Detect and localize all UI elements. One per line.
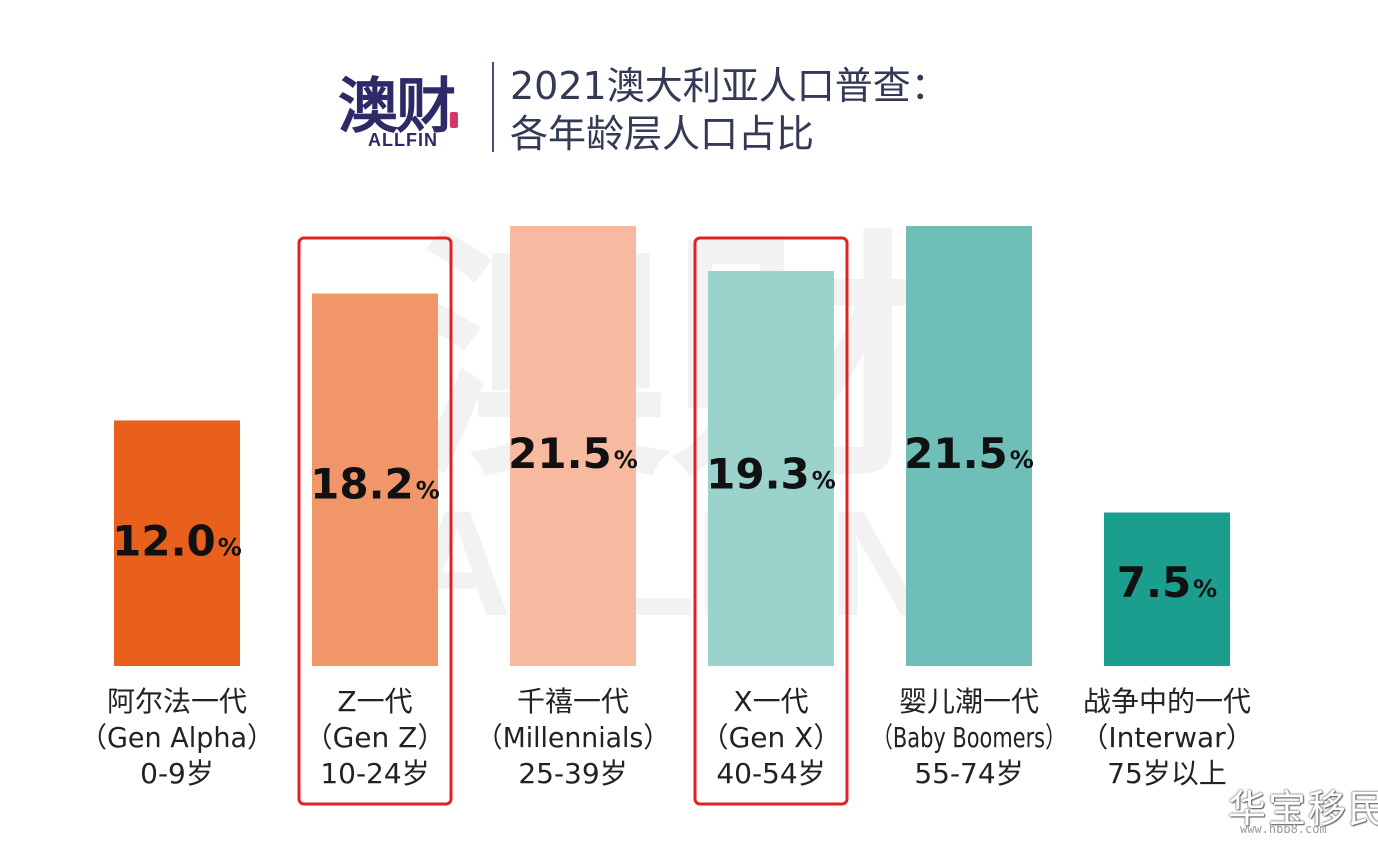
category-name-1: Z一代 bbox=[337, 685, 412, 718]
logo-cn-text: 澳财 bbox=[338, 72, 456, 142]
bar-1 bbox=[312, 293, 438, 666]
category-name-3: X一代 bbox=[733, 685, 808, 718]
category-name-4: 婴儿潮一代 bbox=[899, 685, 1039, 718]
category-age-3: 40-54岁 bbox=[716, 757, 825, 790]
category-subtitle-2: （Millennials） bbox=[476, 721, 670, 754]
highlight-box-3 bbox=[693, 236, 849, 806]
header-divider bbox=[492, 62, 494, 152]
bar-4 bbox=[906, 226, 1032, 666]
bar-3 bbox=[708, 271, 834, 666]
category-subtitle-4: （Baby Boomers） bbox=[872, 721, 1066, 754]
category-name-0: 阿尔法一代 bbox=[107, 685, 247, 718]
bar-value-label-5: 7.5% bbox=[1117, 558, 1217, 607]
category-age-0: 0-9岁 bbox=[140, 757, 214, 790]
category-subtitle-1: （Gen Z） bbox=[305, 721, 446, 754]
bar-2 bbox=[510, 226, 636, 666]
logo-en-text: ALLFIN bbox=[368, 130, 438, 150]
chart-title-line1: 2021澳大利亚人口普查： bbox=[510, 64, 949, 108]
watermark: 澳财 ALLFIN bbox=[403, 210, 936, 647]
bar-value-label-3: 19.3% bbox=[706, 449, 836, 498]
corner-watermark: 华宝移民 bbox=[1228, 787, 1378, 831]
category-age-4: 55-74岁 bbox=[914, 757, 1023, 790]
watermark-center-cn: 澳财 bbox=[410, 210, 930, 512]
chart-title: 2021澳大利亚人口普查： 各年龄层人口占比 bbox=[510, 62, 949, 158]
bar-value-label-4: 21.5% bbox=[904, 429, 1034, 478]
chart-header: 澳财 ALLFIN 2021澳大利亚人口普查： 各年龄层人口占比 bbox=[328, 56, 1028, 166]
category-age-2: 25-39岁 bbox=[518, 757, 627, 790]
category-subtitle-3: （Gen X） bbox=[701, 721, 842, 754]
category-subtitle-0: （Gen Alpha） bbox=[80, 721, 274, 754]
category-subtitle-5: （Interwar） bbox=[1080, 721, 1253, 754]
bar-value-label-0: 12.0% bbox=[112, 516, 242, 565]
chart-title-line2: 各年龄层人口占比 bbox=[510, 112, 815, 156]
bar-5 bbox=[1104, 512, 1230, 666]
logo-accent-mark bbox=[450, 112, 458, 128]
corner-watermark-url: www.hbb8.com bbox=[1240, 822, 1327, 836]
category-name-5: 战争中的一代 bbox=[1083, 685, 1251, 718]
bar-value-label-1: 18.2% bbox=[310, 459, 440, 508]
category-age-1: 10-24岁 bbox=[320, 757, 429, 790]
bar-0 bbox=[114, 420, 240, 666]
allfin-logo: 澳财 ALLFIN bbox=[328, 56, 478, 156]
bar-value-label-2: 21.5% bbox=[508, 429, 638, 478]
category-age-5: 75岁以上 bbox=[1107, 757, 1227, 790]
category-name-2: 千禧一代 bbox=[517, 685, 629, 718]
watermark-center-en: ALLFIN bbox=[403, 479, 936, 647]
highlight-box-1 bbox=[297, 236, 453, 806]
